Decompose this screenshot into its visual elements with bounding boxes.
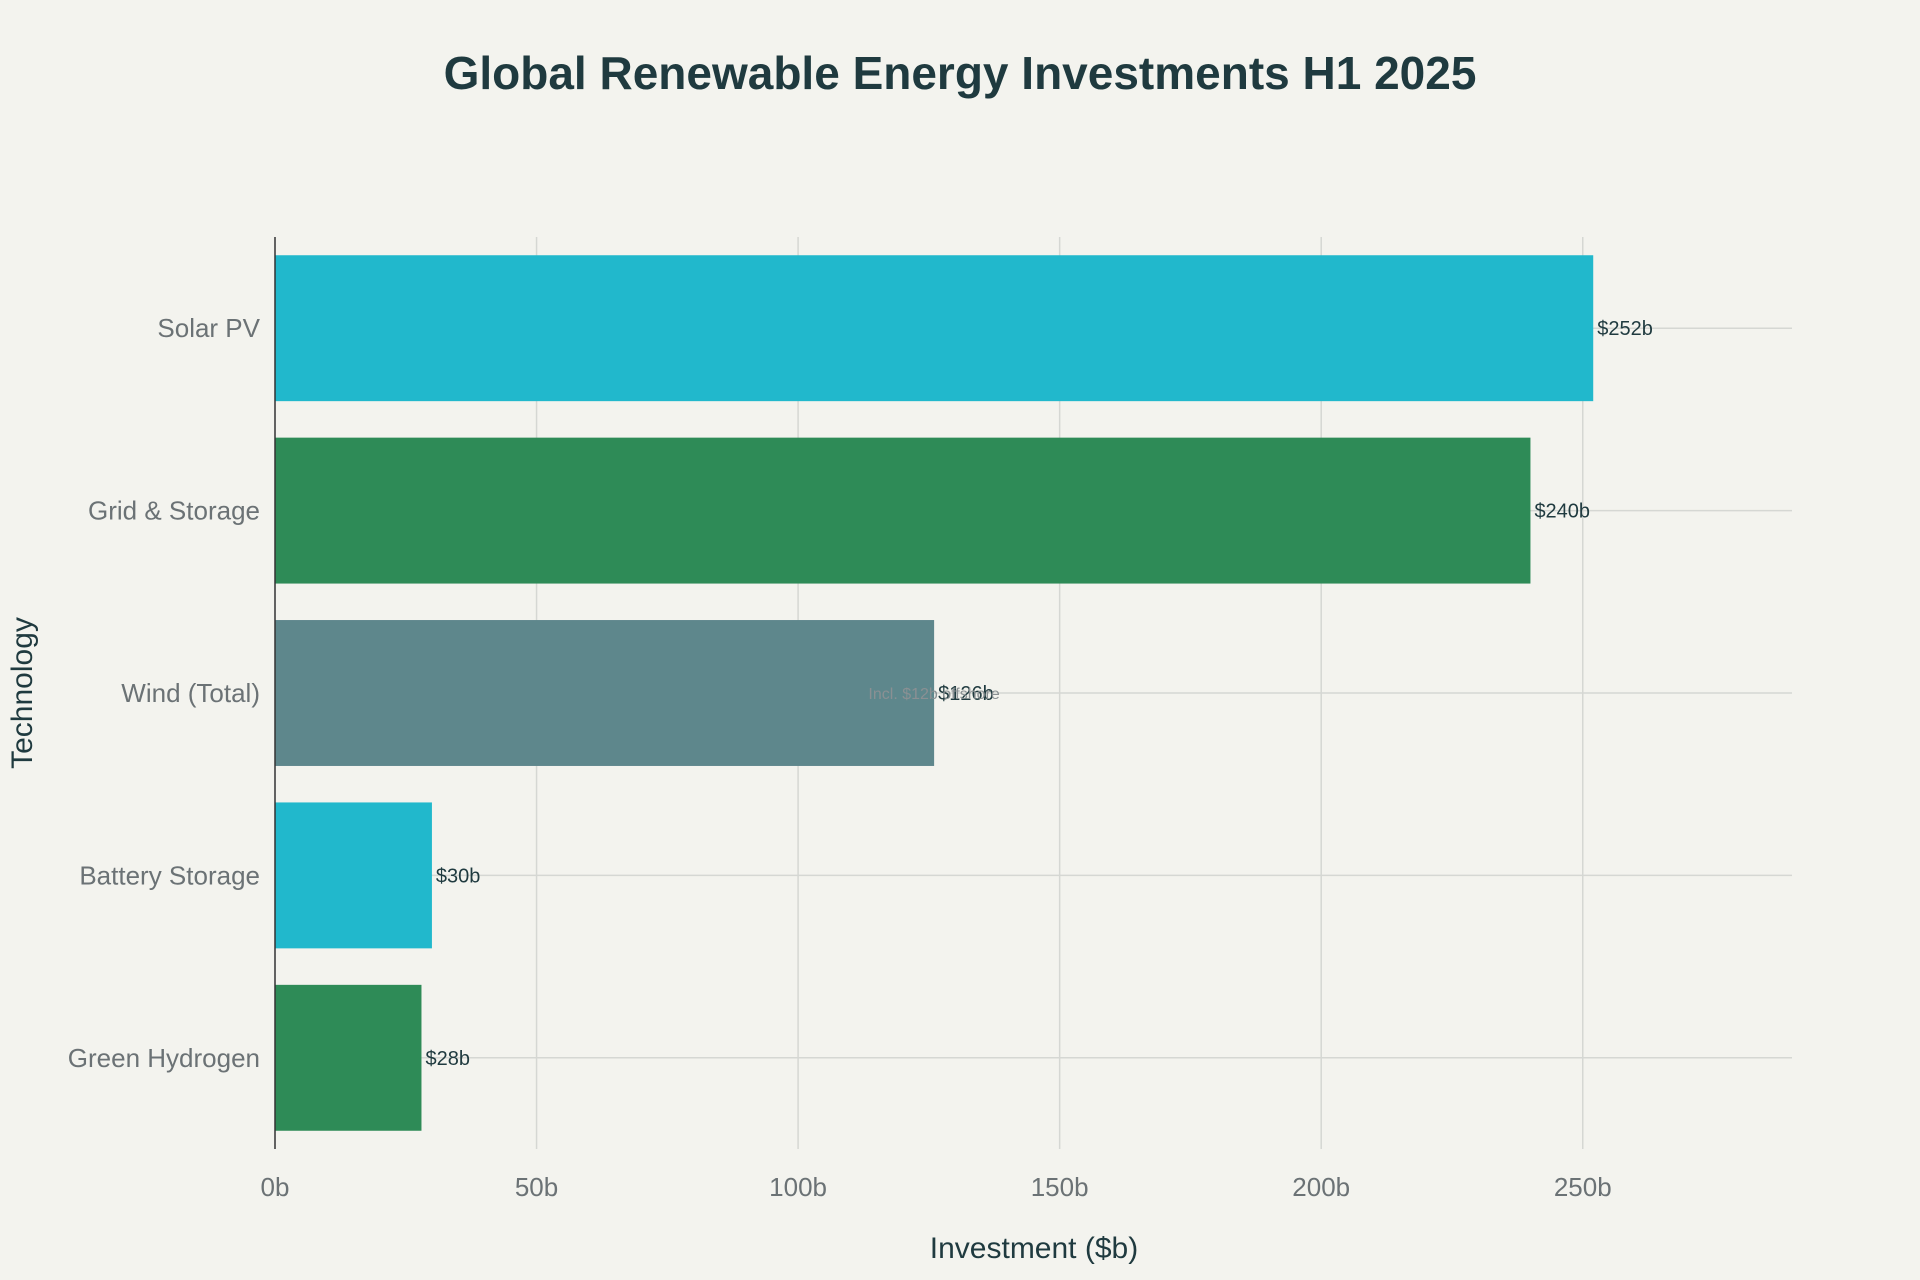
bar-green-hydrogen[interactable] (275, 984, 422, 1131)
y-tick-label: Wind (Total) (121, 678, 260, 708)
x-axis-title: Investment ($b) (930, 1232, 1138, 1265)
y-axis-title: Technology (6, 617, 39, 769)
labels-layer: 0b 50b 100b 150b 200b 250b Solar PV $252b Grid &… (68, 313, 1653, 1202)
data-label: $126b (938, 683, 994, 705)
x-tick-label: 0b (261, 1172, 290, 1202)
bars-layer (275, 255, 1594, 1131)
x-tick-label: 100b (769, 1172, 827, 1202)
data-label: $252b (1597, 318, 1653, 340)
bar-solar-pv[interactable] (275, 255, 1594, 402)
y-tick-label: Battery Storage (79, 860, 260, 890)
bar-grid-storage[interactable] (275, 437, 1531, 584)
y-tick-label: Solar PV (157, 313, 260, 343)
x-tick-label: 200b (1292, 1172, 1350, 1202)
x-tick-label: 250b (1554, 1172, 1612, 1202)
bar-wind-total[interactable] (275, 620, 935, 766)
chart-title: Global Renewable Energy Investments H1 2… (443, 47, 1477, 99)
y-tick-label: Grid & Storage (88, 496, 260, 526)
annotation-label: Incl. $12b offshore (868, 686, 999, 703)
x-tick-label: 150b (1031, 1172, 1089, 1202)
data-label: $240b (1534, 501, 1590, 523)
data-label: $28b (425, 1048, 470, 1070)
x-tick-label: 50b (515, 1172, 558, 1202)
data-label: $30b (436, 865, 481, 887)
bar-battery-storage[interactable] (275, 802, 432, 949)
y-tick-label: Green Hydrogen (68, 1043, 260, 1073)
